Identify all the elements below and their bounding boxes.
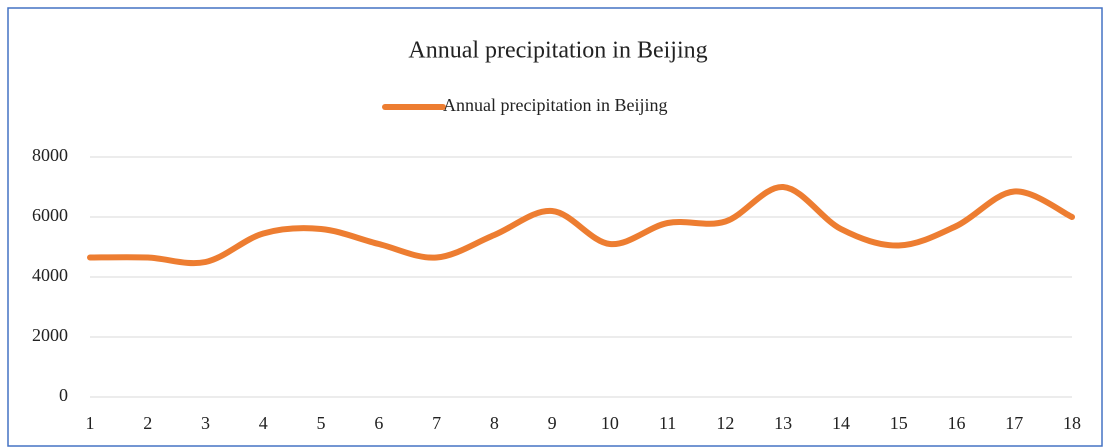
x-tick-label: 3: [201, 413, 210, 433]
legend-label: Annual precipitation in Beijing: [443, 95, 667, 115]
x-tick-label: 4: [259, 413, 268, 433]
chart-title: Annual precipitation in Beijing: [408, 38, 707, 64]
x-tick-label: 16: [947, 413, 965, 433]
y-tick-label: 6000: [32, 205, 68, 225]
y-tick-label: 0: [59, 385, 68, 405]
x-tick-label: 10: [601, 413, 619, 433]
x-tick-label: 18: [1063, 413, 1081, 433]
x-tick-label: 8: [490, 413, 499, 433]
x-tick-label: 1: [86, 413, 95, 433]
x-tick-label: 5: [317, 413, 326, 433]
chart-frame: [7, 7, 1103, 447]
x-tick-label: 6: [374, 413, 383, 433]
data-line: [87, 184, 1075, 267]
x-tick-label: 12: [716, 413, 734, 433]
x-tick-label: 7: [432, 413, 441, 433]
y-tick-label: 4000: [32, 265, 68, 285]
x-tick-label: 2: [143, 413, 152, 433]
x-tick-label: 14: [832, 413, 850, 433]
y-tick-label: 2000: [32, 325, 68, 345]
x-tick-label: 13: [774, 413, 792, 433]
x-tick-label: 9: [548, 413, 557, 433]
x-tick-label: 15: [890, 413, 908, 433]
x-tick-label: 17: [1005, 413, 1023, 433]
x-tick-label: 11: [659, 413, 676, 433]
y-tick-label: 8000: [32, 145, 68, 165]
